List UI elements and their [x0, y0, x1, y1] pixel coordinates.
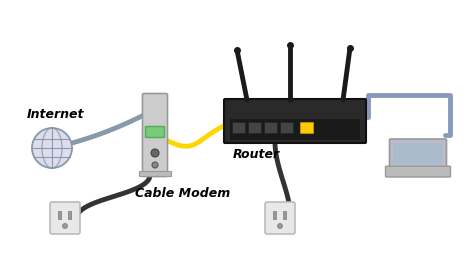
- FancyBboxPatch shape: [390, 139, 447, 168]
- FancyBboxPatch shape: [265, 202, 295, 234]
- FancyBboxPatch shape: [50, 202, 80, 234]
- FancyBboxPatch shape: [281, 122, 293, 133]
- Circle shape: [151, 149, 159, 157]
- Text: Cable Modem: Cable Modem: [135, 187, 230, 200]
- FancyBboxPatch shape: [301, 122, 313, 133]
- Bar: [139, 171, 171, 176]
- Bar: [393, 143, 443, 164]
- Circle shape: [32, 128, 72, 168]
- FancyBboxPatch shape: [233, 122, 246, 133]
- FancyBboxPatch shape: [224, 99, 366, 143]
- Text: Router: Router: [233, 148, 280, 161]
- FancyBboxPatch shape: [248, 122, 262, 133]
- Bar: [68, 211, 71, 219]
- Bar: [283, 211, 286, 219]
- Bar: [273, 211, 276, 219]
- FancyBboxPatch shape: [143, 93, 167, 176]
- FancyBboxPatch shape: [146, 127, 164, 138]
- Circle shape: [63, 223, 67, 228]
- Bar: [58, 211, 61, 219]
- Text: Internet: Internet: [27, 108, 84, 121]
- FancyBboxPatch shape: [385, 166, 450, 177]
- Circle shape: [152, 162, 158, 168]
- Circle shape: [277, 223, 283, 228]
- FancyBboxPatch shape: [264, 122, 277, 133]
- Bar: [230, 119, 360, 140]
